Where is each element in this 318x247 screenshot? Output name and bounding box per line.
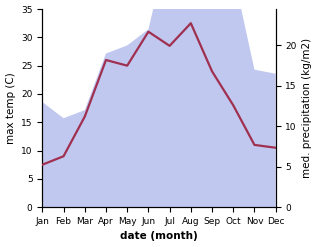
Y-axis label: max temp (C): max temp (C) [5,72,16,144]
Y-axis label: med. precipitation (kg/m2): med. precipitation (kg/m2) [302,38,313,178]
X-axis label: date (month): date (month) [120,231,198,242]
